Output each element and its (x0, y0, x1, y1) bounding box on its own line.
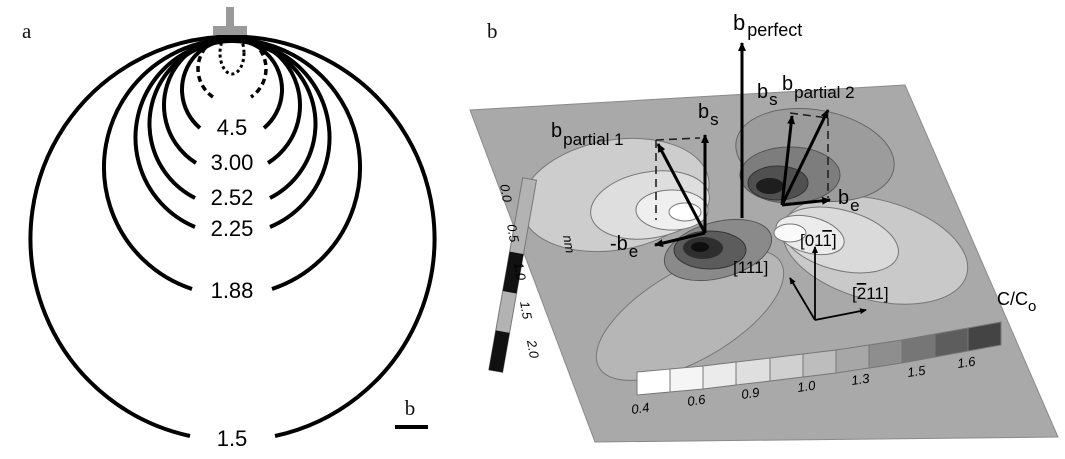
colorbar-tick-0-9: 0.9 (740, 385, 760, 402)
b-partial-1-label: bpartial 1 (551, 120, 624, 149)
b-s-left-label: bs (698, 101, 719, 129)
b-partial-2-label: bpartial 2 (782, 73, 855, 102)
contour-3-00 (162, 35, 302, 165)
neg-b-e-arrow (654, 231, 706, 248)
b-partial-1-arrow (656, 143, 707, 234)
colorbar-tick-0-4: 0.4 (630, 400, 650, 417)
nm-tick-0-5: 0.5 (504, 223, 522, 244)
panel-a: a 4.5 3.00 2.52 2.25 1.88 1.5 (22, 7, 437, 451)
b-s-right-arrow (780, 115, 796, 206)
contour-label-2-52: 2.52 (211, 185, 254, 210)
b-e-label: be (838, 187, 860, 215)
b-s-right-label: bs (757, 81, 778, 109)
nm-scale: 0.0 0.5 1.0 1.5 2.0 nm (488, 177, 578, 373)
colorbar-tick-1-3: 1.3 (850, 370, 871, 387)
contour-label-1-5: 1.5 (217, 426, 248, 451)
direction-axes (789, 246, 867, 321)
colorbar-tick-1-5: 1.5 (906, 362, 927, 379)
panel-b-letter: b (487, 19, 498, 43)
colorbar-tick-1-0: 1.0 (796, 377, 817, 394)
colorbar-tick-0-6: 0.6 (686, 391, 707, 408)
contour-inner-dashed (196, 33, 268, 99)
scale-bar-label: b (405, 396, 416, 420)
neg-b-e-label: -be (610, 233, 638, 261)
dislocation-symbol (213, 7, 247, 35)
b-perfect-label: b perfect (733, 10, 802, 40)
nm-unit: nm (560, 234, 578, 255)
colorbar (636, 321, 1002, 396)
nm-tick-2-0: 2.0 (524, 338, 542, 360)
direction-011-label: [011] (800, 231, 837, 250)
panel-b: b (469, 10, 1059, 443)
colorbar-tick-1-6: 1.6 (956, 353, 977, 370)
nm-tick-0-0: 0.0 (497, 183, 515, 204)
contour-label-2-25: 2.25 (211, 216, 254, 241)
nm-tick-1-0: 1.0 (511, 261, 529, 282)
b-e-arrow (781, 196, 831, 207)
contour-label-4-5: 4.5 (217, 115, 248, 140)
nm-tick-1-5: 1.5 (517, 300, 535, 321)
direction-111-label: [111] (733, 258, 768, 277)
b-partial-2-arrow (780, 109, 830, 206)
contour-4-5 (180, 37, 284, 130)
panel-a-letter: a (22, 19, 32, 43)
contour-label-3-00: 3.00 (211, 150, 254, 175)
contour-label-1-88: 1.88 (211, 278, 254, 303)
direction-211-label: [211] (852, 284, 889, 303)
colorbar-title: C/Co (997, 289, 1036, 315)
